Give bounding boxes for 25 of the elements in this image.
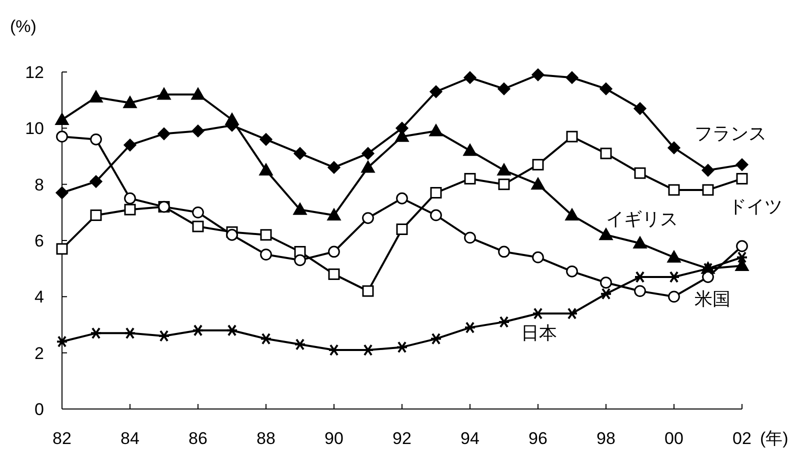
x-tick-label: 02 bbox=[732, 429, 752, 448]
y-tick-label: 8 bbox=[34, 175, 44, 194]
y-tick-label: 2 bbox=[34, 344, 44, 363]
series-label: 日本 bbox=[521, 322, 557, 343]
series-label: 米国 bbox=[694, 289, 730, 310]
y-tick-label: 4 bbox=[34, 288, 44, 307]
y-tick-label: 12 bbox=[25, 63, 44, 82]
y-tick-label: 10 bbox=[25, 119, 44, 138]
x-tick-label: 84 bbox=[120, 429, 140, 448]
x-tick-label: 98 bbox=[596, 429, 616, 448]
series-label: ドイツ bbox=[728, 196, 782, 216]
x-tick-label: 96 bbox=[528, 429, 548, 448]
series-label: イギリス bbox=[606, 209, 678, 230]
series-label: フランス bbox=[694, 123, 766, 144]
x-axis-title: (年) bbox=[760, 429, 788, 448]
y-tick-label: 6 bbox=[34, 232, 44, 250]
y-axis-title: (%) bbox=[10, 17, 36, 36]
x-tick-label: 88 bbox=[256, 429, 276, 448]
x-tick-label: 92 bbox=[392, 429, 412, 448]
x-tick-label: 90 bbox=[324, 429, 344, 448]
x-tick-label: 94 bbox=[460, 429, 480, 448]
x-tick-label: 82 bbox=[52, 429, 72, 448]
x-tick-label: 86 bbox=[188, 429, 208, 448]
x-tick-label: 00 bbox=[664, 429, 684, 448]
y-tick-label: 0 bbox=[34, 400, 44, 419]
